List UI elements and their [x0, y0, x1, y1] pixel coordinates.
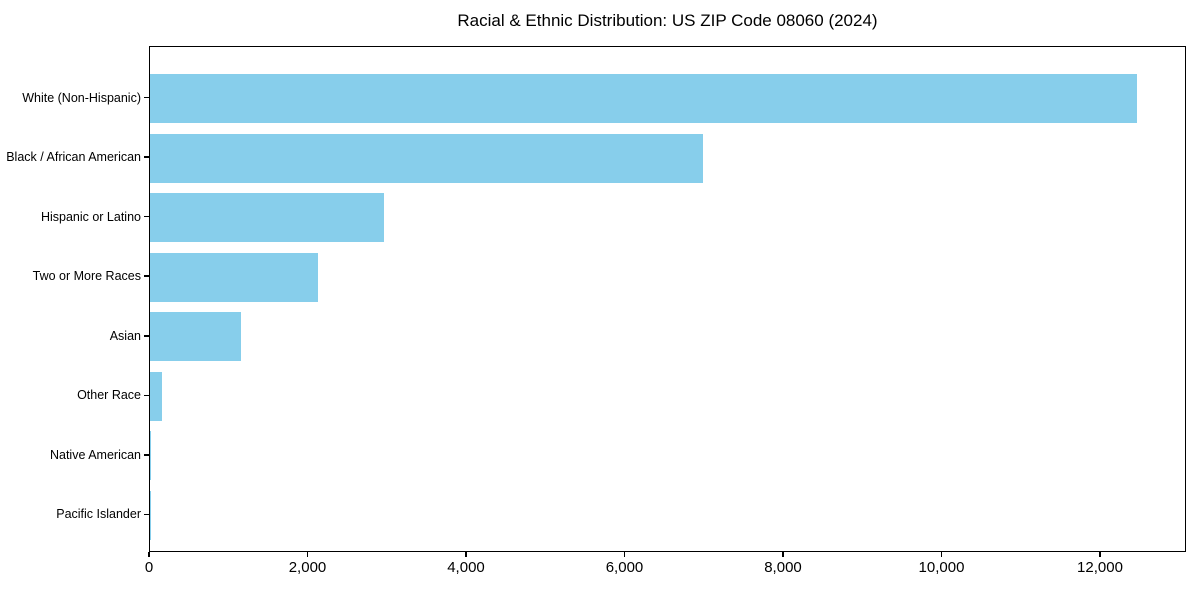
chart-title: Racial & Ethnic Distribution: US ZIP Cod… — [457, 11, 878, 30]
y-tick-mark — [144, 215, 149, 218]
bar-two-or-more-races — [150, 252, 318, 302]
x-tick-label: 0 — [144, 559, 154, 576]
x-tick-mark — [465, 552, 467, 557]
bar-native-american — [150, 431, 152, 481]
x-tick-mark — [306, 552, 309, 557]
y-tick-mark — [144, 156, 149, 158]
y-tick-label: Asian — [109, 328, 141, 343]
y-tick-label: Pacific Islander — [56, 507, 141, 522]
y-tick-label: Black / African American — [6, 150, 141, 165]
bar-black-african-american — [150, 133, 704, 183]
x-tick-label: 6,000 — [605, 559, 644, 576]
bar-white-non-hispanic — [150, 74, 1137, 123]
bar-asian — [150, 312, 242, 362]
y-tick-mark — [144, 335, 149, 337]
y-tick-mark — [144, 513, 149, 516]
y-tick-mark — [144, 454, 149, 456]
x-tick-mark — [940, 552, 943, 557]
bar-other-race — [150, 371, 162, 421]
y-tick-label: Two or More Races — [32, 269, 141, 284]
y-tick-label: Hispanic or Latino — [40, 209, 141, 224]
x-tick-label: 10,000 — [918, 559, 965, 576]
x-tick-mark — [148, 552, 150, 557]
x-tick-label: 12,000 — [1077, 559, 1123, 576]
y-tick-label: Native American — [49, 447, 141, 462]
y-tick-mark — [144, 394, 149, 397]
x-tick-mark — [623, 552, 626, 557]
y-tick-label: White (Non-Hispanic) — [22, 90, 141, 105]
y-tick-mark — [144, 275, 149, 277]
y-tick-label: Other Race — [77, 388, 141, 403]
bar-hispanic-or-latino — [150, 193, 384, 243]
x-tick-label: 4,000 — [447, 559, 485, 576]
x-tick-mark — [782, 552, 784, 557]
x-tick-label: 2,000 — [288, 559, 327, 576]
x-tick-label: 8,000 — [764, 559, 802, 576]
x-tick-mark — [1099, 552, 1101, 557]
y-tick-mark — [144, 96, 149, 99]
plot-area — [149, 46, 1186, 552]
